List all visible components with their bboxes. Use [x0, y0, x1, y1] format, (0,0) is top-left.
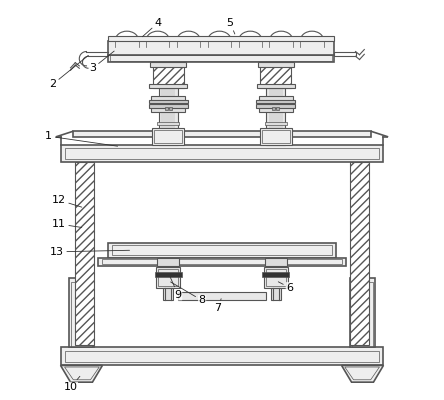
Text: 11: 11: [52, 219, 82, 229]
Bar: [352, 282, 373, 348]
Text: 13: 13: [50, 247, 130, 257]
Bar: [64, 148, 380, 159]
Bar: [64, 351, 380, 362]
Bar: [75, 162, 95, 346]
Bar: [151, 104, 185, 112]
Bar: [265, 122, 287, 126]
Bar: [152, 128, 184, 144]
Bar: [60, 145, 384, 162]
Bar: [71, 282, 92, 348]
Bar: [262, 130, 290, 143]
Bar: [349, 162, 369, 346]
Bar: [149, 104, 187, 108]
Bar: [165, 107, 168, 110]
Bar: [103, 259, 341, 264]
Bar: [333, 52, 356, 56]
Bar: [108, 55, 333, 62]
Text: 10: 10: [63, 376, 80, 392]
Bar: [269, 62, 283, 144]
Bar: [159, 62, 178, 144]
Bar: [257, 100, 295, 103]
Bar: [272, 107, 275, 110]
Bar: [156, 266, 180, 288]
Bar: [111, 55, 332, 61]
Bar: [257, 84, 294, 88]
Bar: [150, 84, 187, 88]
Bar: [99, 258, 345, 266]
Polygon shape: [60, 366, 103, 382]
Bar: [154, 130, 182, 143]
Bar: [276, 107, 279, 110]
Bar: [259, 104, 293, 112]
Text: 5: 5: [226, 18, 235, 34]
Bar: [257, 104, 295, 108]
Bar: [349, 278, 376, 348]
Bar: [72, 132, 372, 137]
Bar: [264, 266, 288, 288]
Bar: [266, 62, 285, 144]
Bar: [260, 128, 292, 144]
Bar: [271, 288, 281, 300]
Text: 7: 7: [214, 299, 222, 314]
Text: 2: 2: [49, 56, 88, 90]
Text: 3: 3: [89, 51, 114, 74]
Bar: [157, 122, 179, 126]
Bar: [150, 62, 186, 67]
Bar: [149, 100, 187, 103]
Bar: [158, 268, 178, 286]
Bar: [265, 258, 287, 266]
Bar: [155, 272, 182, 276]
Bar: [262, 272, 289, 276]
Bar: [108, 40, 333, 55]
Polygon shape: [341, 366, 384, 382]
Bar: [151, 96, 185, 103]
Bar: [108, 36, 333, 40]
Bar: [178, 292, 266, 300]
Text: 9: 9: [169, 275, 182, 300]
Bar: [161, 62, 175, 144]
Bar: [260, 62, 291, 88]
Bar: [169, 107, 172, 110]
Text: 4: 4: [143, 18, 162, 37]
Bar: [266, 268, 286, 286]
Bar: [258, 62, 294, 67]
Text: 8: 8: [170, 282, 206, 306]
Bar: [163, 288, 173, 300]
Bar: [153, 62, 184, 88]
Bar: [157, 258, 179, 266]
Text: 6: 6: [278, 282, 293, 293]
Bar: [111, 245, 333, 256]
Text: 12: 12: [52, 195, 82, 207]
Text: 1: 1: [45, 131, 118, 146]
Bar: [259, 96, 293, 103]
Bar: [108, 243, 336, 258]
Bar: [60, 348, 384, 366]
Bar: [68, 278, 95, 348]
